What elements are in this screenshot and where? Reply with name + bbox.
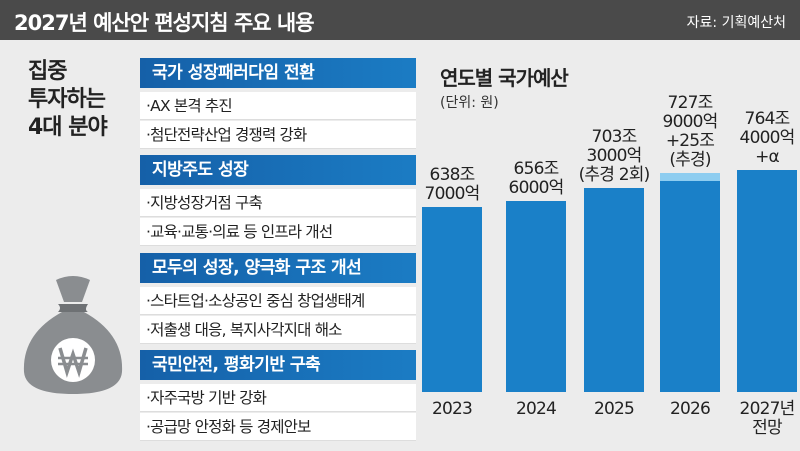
chart-subtitle: (단위: 원) xyxy=(440,95,499,111)
value-labels: 638조 7000억 xyxy=(407,164,497,204)
chart-title: 연도별 국가예산 xyxy=(440,66,569,90)
value-label: 703조 3000억 (추경 2회) xyxy=(578,126,651,185)
x-tick-label: 2024 xyxy=(515,399,557,419)
x-tick-label: 2025 xyxy=(593,399,635,419)
bar xyxy=(506,201,566,392)
section-item: 자주국방 기반 강화 xyxy=(140,384,416,412)
value-label: 656조 6000억 xyxy=(508,159,565,199)
x-tick-label: 2027년 전망 xyxy=(739,399,796,438)
value-label: 764조 4000억 +α xyxy=(739,109,796,167)
value-labels: 703조 3000억 (추경 2회) xyxy=(569,126,659,185)
section-item: 공급망 안정화 등 경제안보 xyxy=(140,413,416,441)
value-labels: 656조 6000억 xyxy=(491,160,581,198)
title: 2027년 예산안 편성지침 주요 내용 xyxy=(14,11,315,35)
section-item: 교육·교통·의료 등 인프라 개선 xyxy=(140,218,416,246)
section-item: 첨단전략산업 경쟁력 강화 xyxy=(140,121,416,149)
value-label: 638조 7000억 xyxy=(424,164,481,204)
value-labels: 764조 4000억 +α xyxy=(722,110,800,167)
bar xyxy=(660,180,720,392)
x-tick-label: 2023 xyxy=(431,399,473,419)
side-label: 집중 투자하는 4대 분야 xyxy=(28,59,108,140)
section-item: 스타트업·소상공인 중심 창업생태계 xyxy=(140,287,416,315)
bar xyxy=(584,187,644,392)
section-item: AX 본격 추진 xyxy=(140,92,416,120)
section-title: 모두의 성장, 양극화 구조 개선 xyxy=(140,253,416,283)
section-title: 국민안전, 평화기반 구축 xyxy=(140,350,416,380)
source: 자료: 기획예산처 xyxy=(686,15,786,31)
x-tick-label: 2026 xyxy=(669,399,711,419)
bar xyxy=(737,170,797,392)
bar xyxy=(422,206,482,392)
header-bar xyxy=(0,0,800,40)
value-labels: 727조 9000억 +25조 (추경) xyxy=(645,94,735,170)
value-label: +25조 (추경) xyxy=(665,131,715,171)
section-title: 지방주도 성장 xyxy=(140,155,416,185)
section-item: 저출생 대응, 복지사각지대 해소 xyxy=(140,316,416,344)
value-label: 727조 9000억 xyxy=(662,93,719,133)
money-bag-icon xyxy=(23,276,123,394)
bar xyxy=(660,173,720,181)
section-item: 지방성장거점 구축 xyxy=(140,189,416,217)
section-title: 국가 성장패러다임 전환 xyxy=(140,58,416,88)
